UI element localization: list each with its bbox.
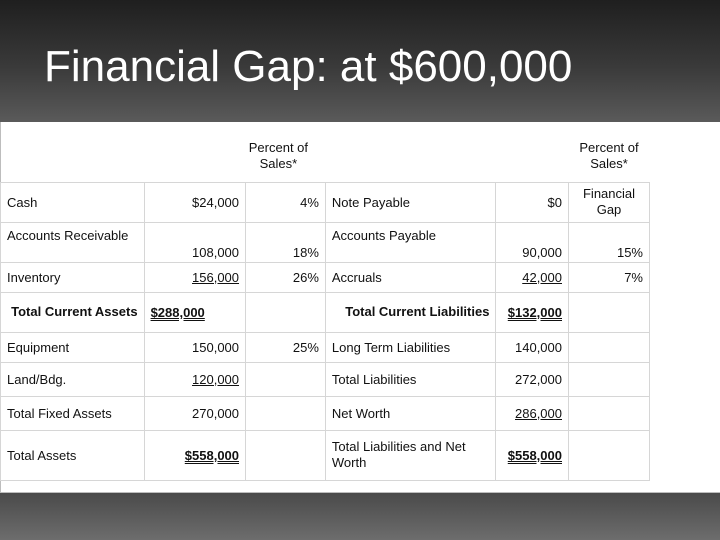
liability-percent: [568, 331, 650, 363]
bottom-strip: [0, 493, 720, 540]
liability-value: 90,000: [495, 221, 569, 263]
table-row: Land/Bdg. 120,000 Total Liabilities 272,…: [0, 361, 650, 397]
asset-percent: [245, 361, 326, 397]
liability-value: 140,000: [495, 331, 569, 363]
asset-value: 156,000: [192, 269, 240, 285]
table-row: Accounts Receivable 108,000 18% Accounts…: [0, 221, 650, 263]
table-row: Total Fixed Assets 270,000 Net Worth 286…: [0, 395, 650, 431]
liability-percent: [568, 361, 650, 397]
liability-value: 286,000: [515, 405, 562, 421]
title-band: Financial Gap: at $600,000: [0, 0, 720, 122]
asset-label: Total Current Assets: [0, 291, 145, 333]
header-row: Percent of Sales* Percent of Sales*: [0, 140, 650, 183]
asset-value: $24,000: [143, 181, 247, 223]
liability-value: $0: [495, 181, 569, 223]
asset-label: Land/Bdg.: [0, 361, 145, 397]
asset-label: Total Assets: [0, 429, 145, 481]
asset-value: $558,000: [184, 447, 240, 463]
liability-label: Total Current Liabilities: [324, 291, 497, 333]
asset-label: Inventory: [0, 261, 145, 293]
asset-value: $288,000: [150, 304, 205, 320]
table-row: Total Current Assets $288,000 Total Curr…: [0, 291, 650, 333]
liability-label: Long Term Liabilities: [324, 331, 497, 363]
liability-percent: [568, 429, 650, 481]
asset-label: Total Fixed Assets: [0, 395, 145, 431]
left-percent-of-sales-header: Percent of Sales*: [248, 140, 309, 171]
liability-percent: 7%: [568, 261, 650, 293]
asset-percent: 18%: [245, 221, 326, 263]
asset-value: 150,000: [143, 331, 247, 363]
liability-label: Accounts Payable: [324, 221, 497, 263]
liability-label: Net Worth: [324, 395, 497, 431]
asset-percent: [245, 291, 326, 333]
asset-label: Equipment: [0, 331, 145, 363]
asset-percent: [245, 395, 326, 431]
asset-value: 120,000: [192, 371, 240, 387]
asset-value: 270,000: [143, 395, 247, 431]
liability-label: Note Payable: [324, 181, 497, 223]
balance-sheet-table: Percent of Sales* Percent of Sales* Cash…: [0, 140, 650, 481]
asset-label: Cash: [0, 181, 145, 223]
table-row: Cash $24,000 4% Note Payable $0 Financia…: [0, 181, 650, 223]
liability-percent: [568, 395, 650, 431]
liability-percent: [568, 291, 650, 333]
table-row: Total Assets $558,000 Total Liabilities …: [0, 429, 650, 481]
liability-label: Total Liabilities: [324, 361, 497, 397]
asset-value: 108,000: [143, 221, 247, 263]
liability-percent: 15%: [568, 221, 650, 263]
liability-value: $558,000: [507, 447, 562, 463]
asset-percent: 25%: [245, 331, 326, 363]
liability-value: 272,000: [495, 361, 569, 397]
liability-label: Total Liabilities and Net Worth: [324, 429, 497, 481]
asset-label: Accounts Receivable: [0, 221, 145, 263]
slide-title: Financial Gap: at $600,000: [44, 42, 573, 91]
table-row: Inventory 156,000 26% Accruals 42,000 7%: [0, 261, 650, 293]
table-row: Equipment 150,000 25% Long Term Liabilit…: [0, 331, 650, 363]
liability-percent: Financial Gap: [568, 181, 650, 223]
right-percent-of-sales-header: Percent of Sales*: [579, 140, 639, 171]
asset-percent: 26%: [245, 261, 326, 293]
liability-value: 42,000: [522, 269, 562, 285]
liability-label: Accruals: [324, 261, 497, 293]
liability-value: $132,000: [507, 304, 562, 320]
asset-percent: 4%: [245, 181, 326, 223]
asset-percent: [245, 429, 326, 481]
